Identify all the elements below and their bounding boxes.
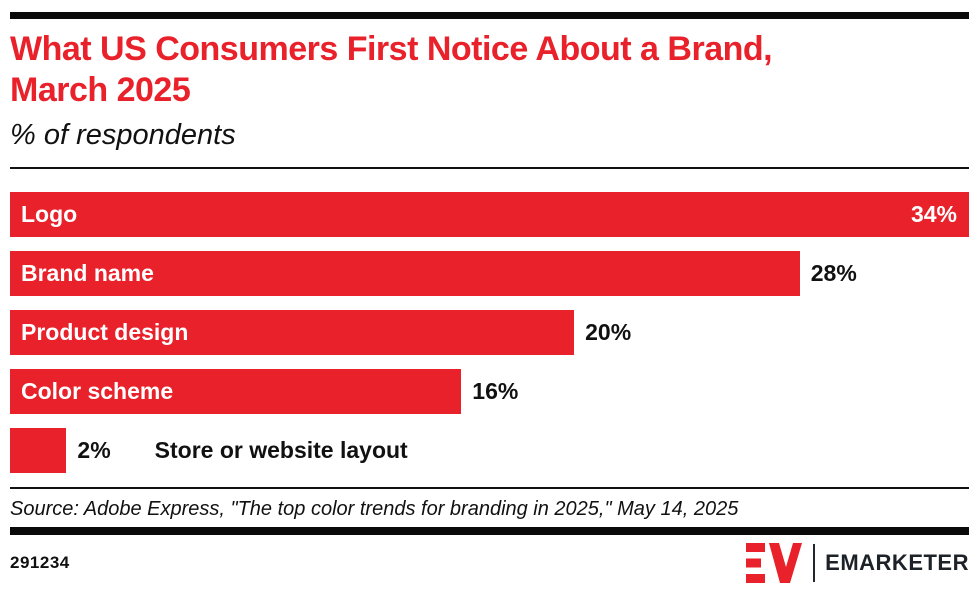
- bar-row: Product design 20%: [10, 310, 969, 355]
- brand-wordmark: EMARKETER: [825, 550, 969, 575]
- chart-title-line2: March 2025: [10, 71, 191, 109]
- bar-color-scheme: Color scheme: [10, 369, 462, 414]
- chart-id: 291234: [10, 553, 70, 572]
- bar-value-label: 28%: [810, 260, 857, 286]
- bar-row: 2% Store or website layout: [10, 428, 969, 473]
- chart-subtitle: % of respondents: [10, 119, 236, 151]
- bar-value-label: 34%: [910, 201, 957, 227]
- bar-chart: Logo 34% Brand name 28% Product design 20% Col…: [10, 192, 969, 473]
- bar-category-label: Color scheme: [21, 378, 174, 404]
- bar-row: Brand name 28%: [10, 251, 969, 296]
- logo-divider: [813, 544, 816, 582]
- bar-category-label: Brand name: [21, 260, 154, 286]
- emarketer-logo: EMARKETER: [746, 543, 969, 583]
- bar-value-label: 20%: [585, 319, 632, 345]
- bar-category-label: Logo: [21, 201, 78, 227]
- divider-rule-bottom: [10, 487, 969, 489]
- bar-category-label: Store or website layout: [154, 437, 408, 463]
- bar-row: Logo 34%: [10, 192, 969, 237]
- bar-brand-name: Brand name: [10, 251, 800, 296]
- chart-title-line1: What US Consumers First Notice About a B…: [10, 30, 773, 68]
- bar-store-or-website-layout: [10, 428, 67, 473]
- bar-category-label: Product design: [21, 319, 189, 345]
- bar-value-label: 16%: [472, 378, 519, 404]
- divider-rule-top: [10, 167, 969, 169]
- bar-product-design: Product design: [10, 310, 575, 355]
- bar-row: Color scheme 16%: [10, 369, 969, 414]
- footer-rule: [10, 527, 969, 535]
- bar-logo: Logo 34%: [10, 192, 969, 237]
- top-rule: [10, 12, 969, 19]
- source-note: Source: Adobe Express, "The top color tr…: [10, 498, 739, 520]
- footer-bar: 291234 EMARKETER: [10, 542, 969, 584]
- chart-title: What US Consumers First Notice About a B…: [10, 29, 969, 111]
- emarketer-monogram-icon: [746, 543, 803, 583]
- bar-value-label: 2%: [77, 437, 111, 463]
